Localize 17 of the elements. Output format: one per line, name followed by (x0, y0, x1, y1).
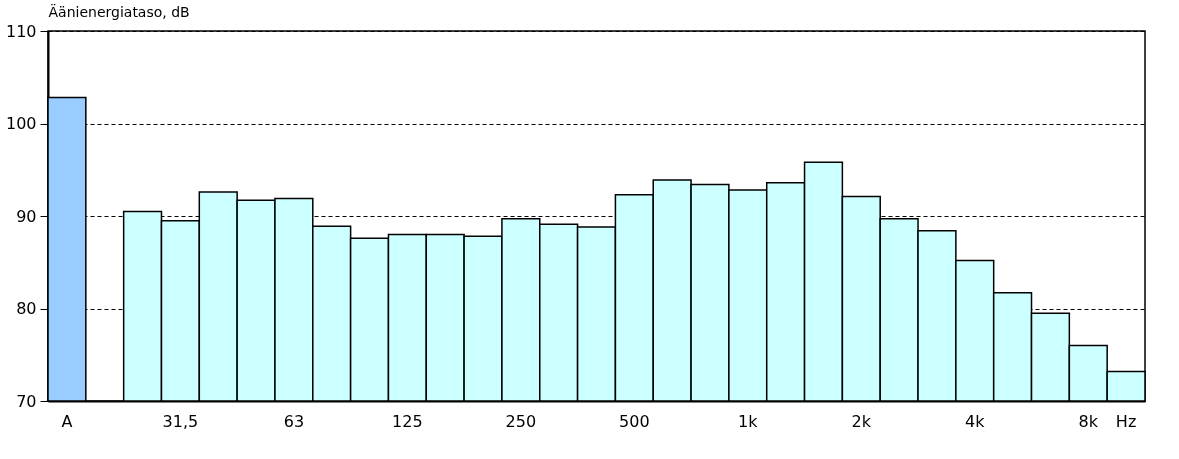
y-tick-label: 80 (16, 299, 37, 318)
x-tick-label: 1k (738, 411, 759, 431)
y-tick-label: 100 (5, 114, 37, 133)
x-tick-label: Hz (1115, 411, 1137, 431)
x-tick-label: 63 (283, 411, 305, 431)
x-tick-label: A (61, 411, 73, 431)
y-tick-label: 110 (5, 21, 37, 41)
y-axis-title: Äänienergiataso, dB (48, 2, 190, 20)
x-tick-label: 2k (851, 411, 872, 431)
x-tick-label: 8k (1078, 411, 1099, 431)
y-tick-label: 90 (16, 206, 37, 226)
x-tick-label: 500 (619, 411, 650, 431)
x-tick-label: 250 (505, 411, 537, 431)
x-tick-label: 125 (392, 411, 423, 431)
x-tick-label: 31,5 (162, 411, 199, 431)
y-tick-label: 70 (16, 391, 37, 411)
x-tick-label: 4k (965, 411, 986, 431)
